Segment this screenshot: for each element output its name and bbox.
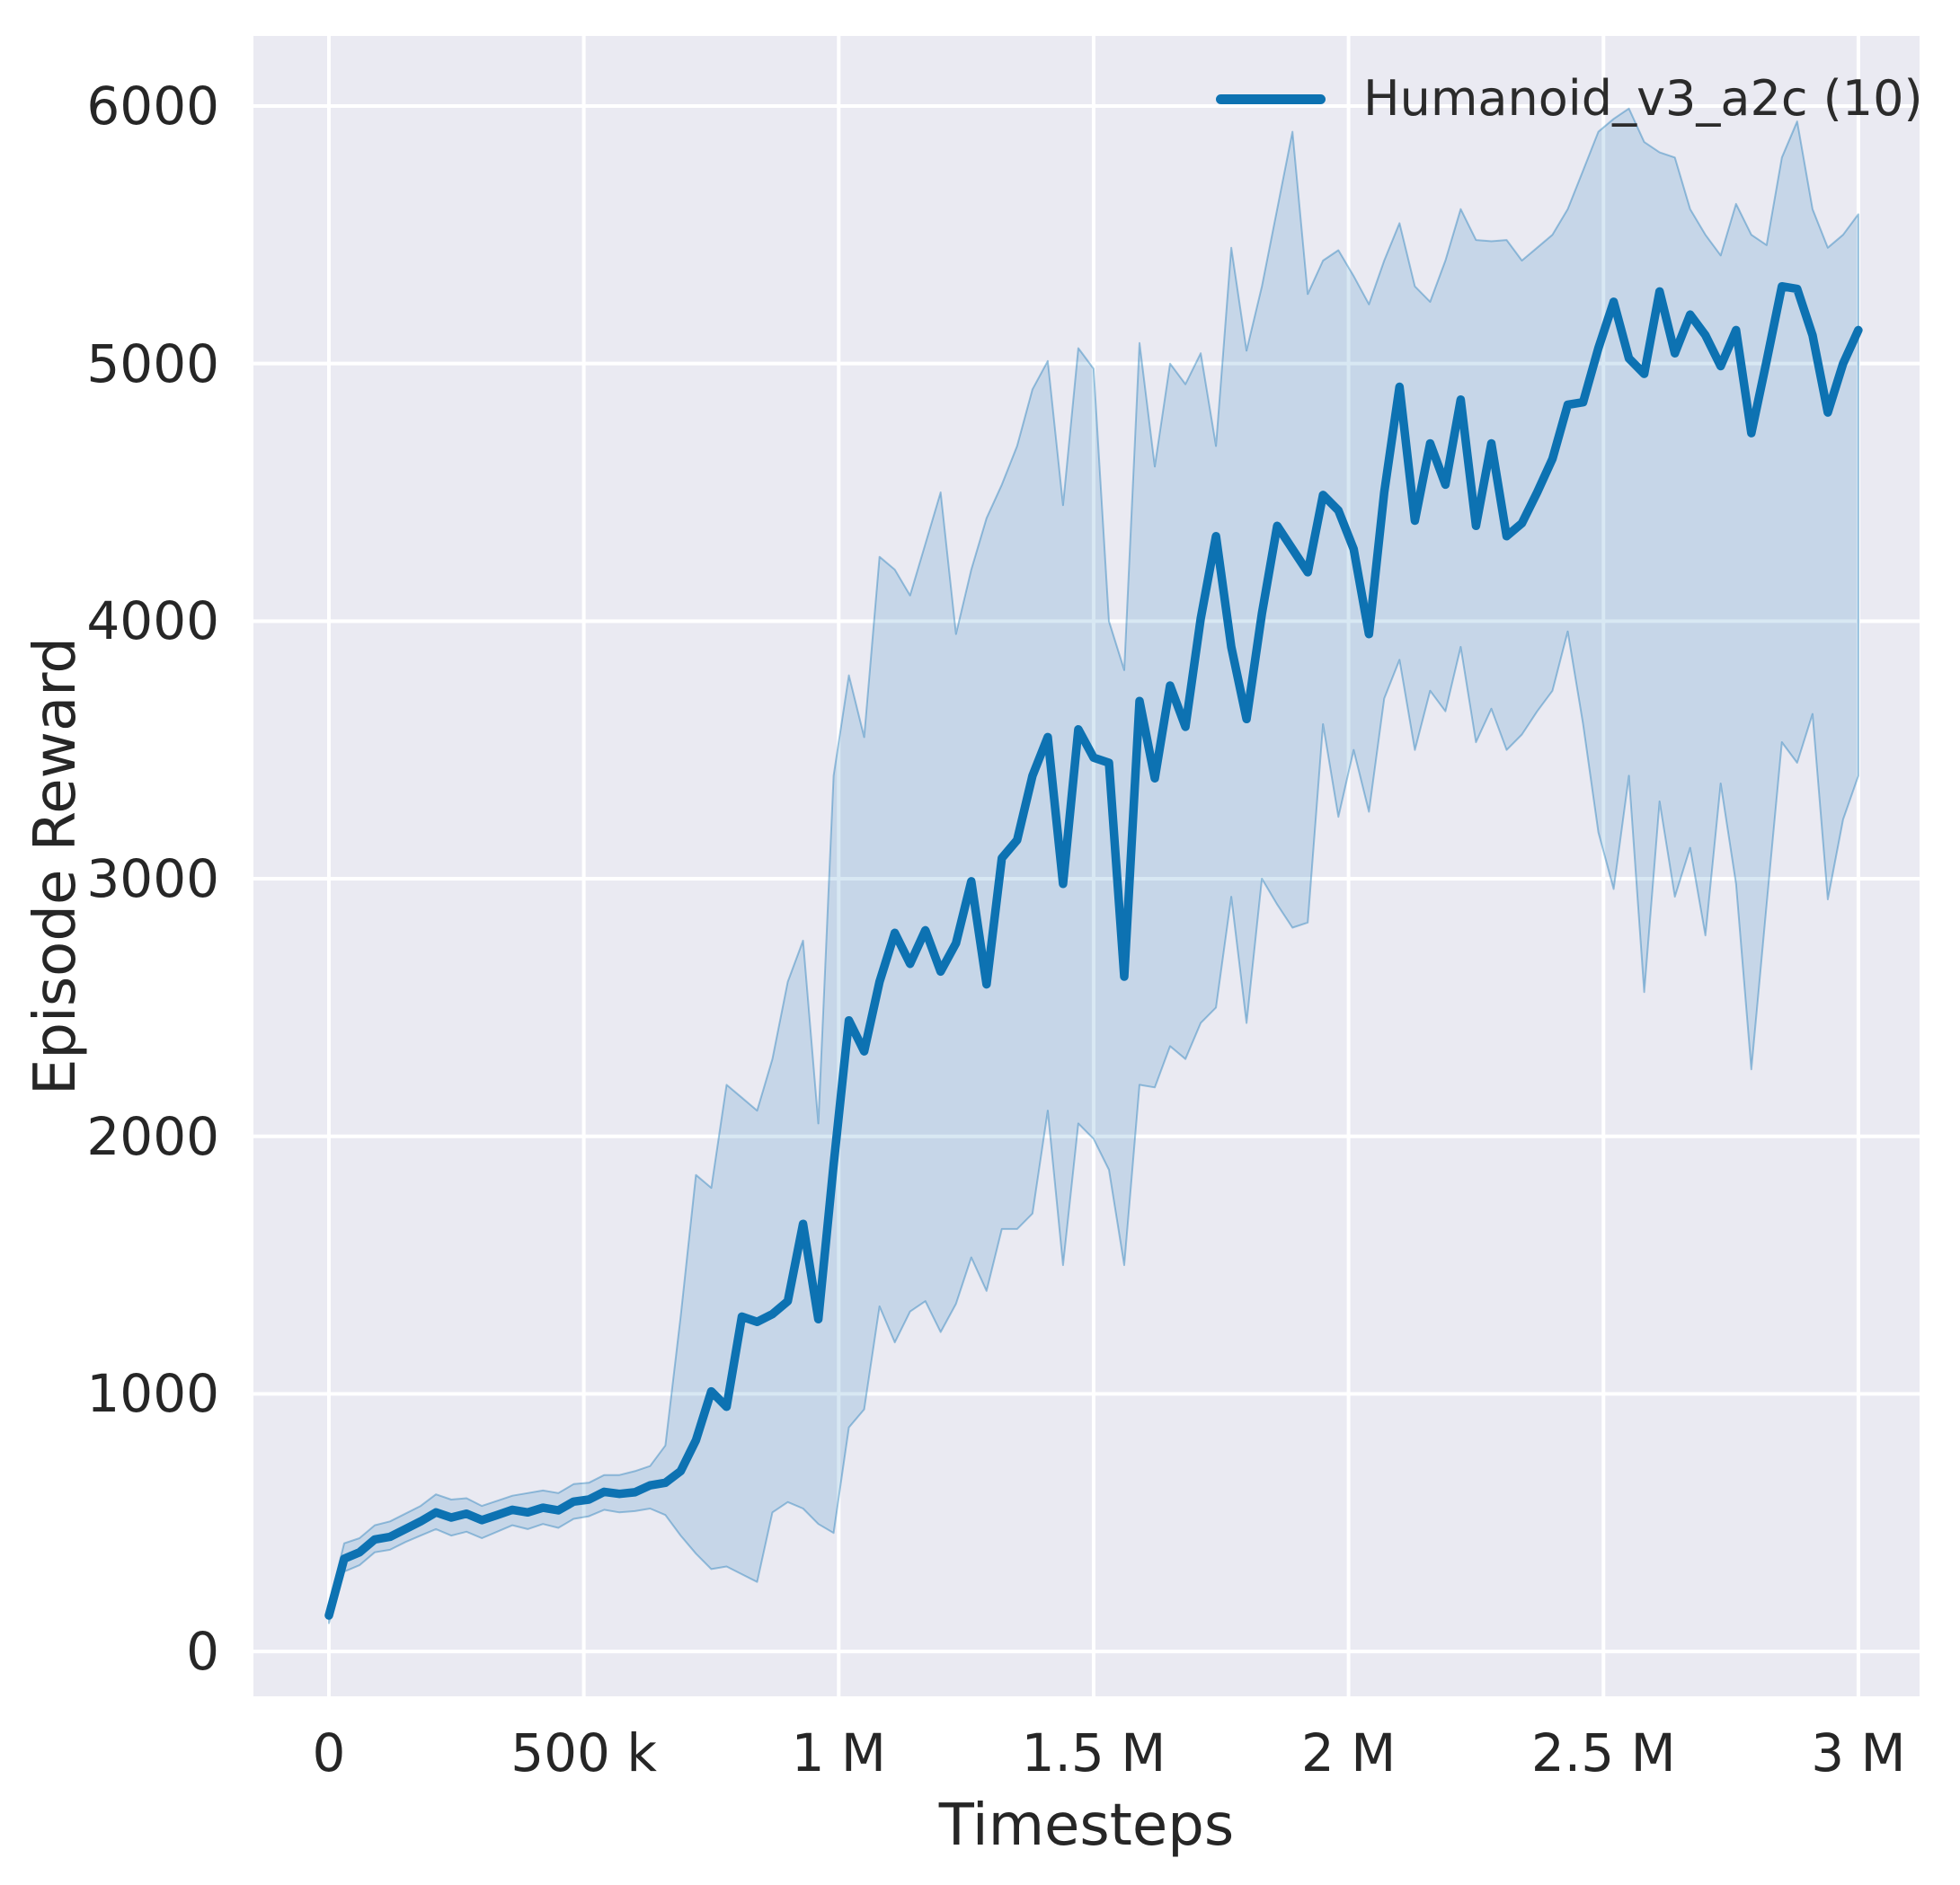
y-tick-label: 1000: [86, 1363, 219, 1425]
mean-reward-line: [324, 281, 1863, 1620]
legend: Humanoid_v3_a2c (10): [1216, 75, 1923, 123]
confidence-band: [328, 107, 1859, 1624]
y-tick-label: 4000: [86, 590, 219, 652]
x-tick-label: 0: [312, 1722, 346, 1783]
plot-area: [253, 36, 1920, 1696]
x-tick-label: 1.5 M: [1021, 1722, 1166, 1783]
x-tick-label: 3 M: [1811, 1722, 1906, 1783]
y-tick-label: 3000: [86, 848, 219, 910]
y-tick-label: 6000: [86, 75, 219, 137]
y-tick-label: 2000: [86, 1105, 219, 1167]
x-tick-label: 1 M: [791, 1722, 886, 1783]
x-tick-label: 2.5 M: [1530, 1722, 1676, 1783]
y-axis-label: Episode Reward: [22, 636, 89, 1096]
y-tick-label: 0: [186, 1621, 219, 1683]
y-tick-label: 5000: [86, 332, 219, 394]
x-tick-label: 2 M: [1300, 1722, 1397, 1783]
legend-label: Humanoid_v3_a2c (10): [1363, 70, 1923, 127]
x-axis-label: Timesteps: [938, 1792, 1235, 1859]
x-tick-label: 500 k: [510, 1722, 657, 1783]
legend-line-swatch: [1216, 93, 1326, 104]
